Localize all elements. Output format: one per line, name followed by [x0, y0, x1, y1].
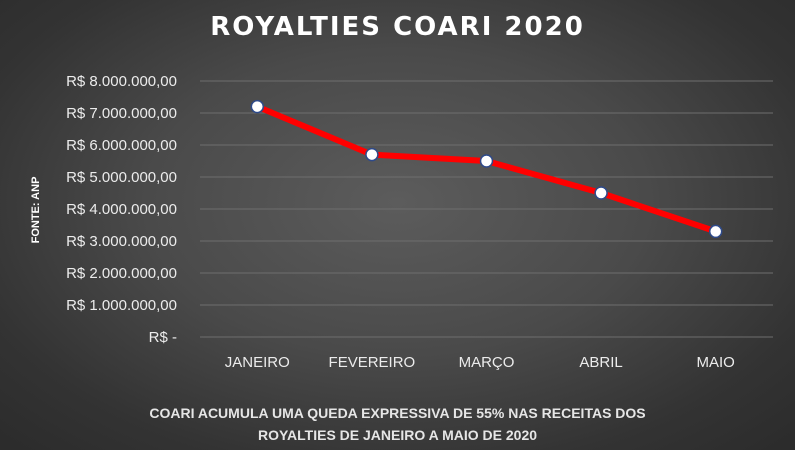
y-tick-label: R$ 3.000.000,00	[66, 233, 177, 250]
series-line-path	[254, 103, 719, 235]
data-point	[708, 224, 723, 239]
y-tick-label: R$ 6.000.000,00	[66, 137, 177, 154]
x-tick-label: FEVEREIRO	[329, 354, 416, 371]
y-tick-label: R$ -	[149, 329, 177, 346]
gridlines	[200, 80, 773, 338]
data-point	[479, 154, 494, 168]
series-line	[254, 103, 719, 235]
data-point	[250, 99, 265, 114]
y-axis-tick-labels: R$ - R$ 1.000.000,00 R$ 2.000.000,00 R$ 3.0…	[66, 73, 177, 346]
data-markers	[250, 99, 723, 239]
y-tick-label: R$ 1.000.000,00	[66, 297, 177, 314]
footnote: COARI ACUMULA UMA QUEDA EXPRESSIVA DE 55…	[0, 402, 795, 446]
x-tick-label: MAIO	[697, 354, 735, 371]
x-tick-label: ABRIL	[579, 354, 622, 371]
y-tick-label: R$ 4.000.000,00	[66, 201, 177, 218]
chart-title: ROYALTIES COARI 2020	[210, 12, 585, 42]
x-axis-tick-labels: JANEIRO FEVEREIRO MARÇO ABRIL MAIO	[225, 354, 735, 371]
y-tick-label: R$ 7.000.000,00	[66, 105, 177, 122]
x-tick-label: MARÇO	[459, 354, 515, 371]
x-tick-label: JANEIRO	[225, 354, 290, 371]
y-tick-label: R$ 2.000.000,00	[66, 265, 177, 282]
footnote-line-2: ROYALTIES DE JANEIRO A MAIO DE 2020	[257, 427, 538, 443]
y-tick-label: R$ 5.000.000,00	[66, 169, 177, 186]
data-point	[594, 186, 608, 200]
y-tick-label: R$ 8.000.000,00	[66, 73, 177, 90]
data-point	[365, 147, 379, 162]
footnote-line-1: COARI ACUMULA UMA QUEDA EXPRESSIVA DE 55…	[149, 405, 646, 421]
